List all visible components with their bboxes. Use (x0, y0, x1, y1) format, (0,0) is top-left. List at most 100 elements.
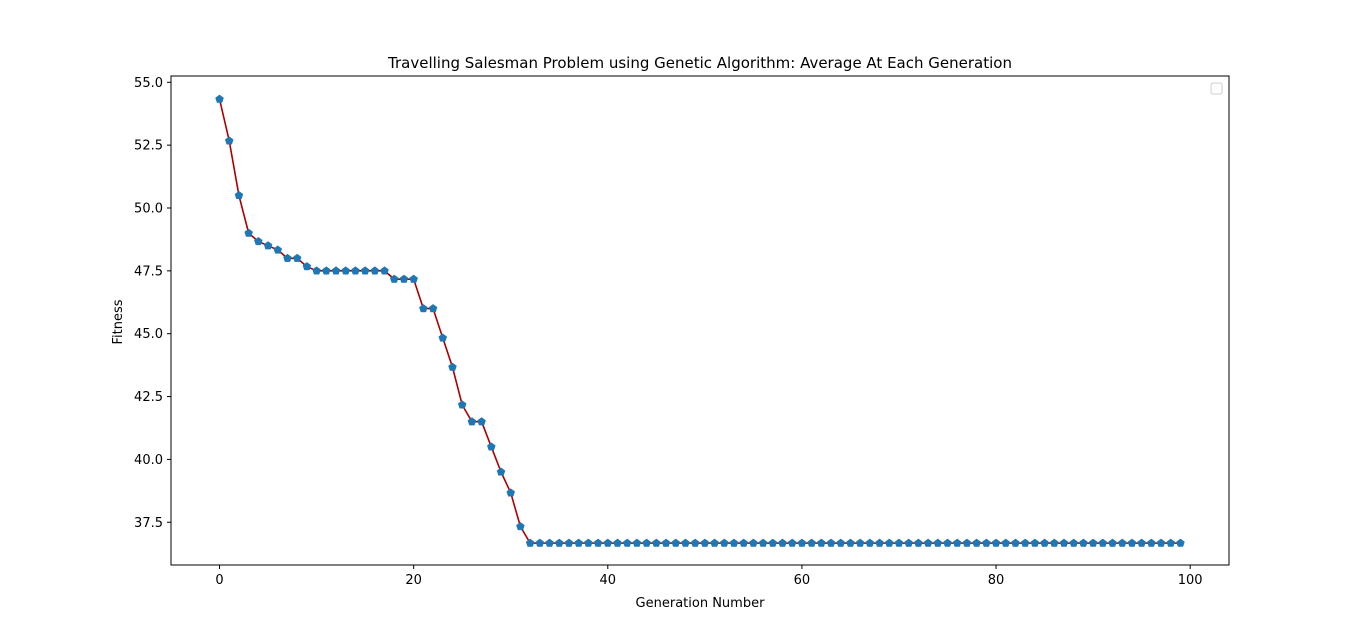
data-point (1108, 538, 1117, 547)
data-point (923, 538, 933, 547)
x-tick-label: 80 (988, 573, 1005, 588)
data-point (409, 274, 418, 283)
data-point (952, 538, 962, 547)
chart-title: Travelling Salesman Problem using Geneti… (387, 54, 1012, 72)
data-point (457, 400, 467, 409)
data-point (661, 538, 671, 547)
x-axis: 0 20 40 60 80 100 (215, 565, 1203, 588)
data-point (1069, 538, 1078, 547)
data-point (292, 253, 302, 262)
y-tick-label: 55.0 (134, 76, 163, 91)
data-point (681, 538, 690, 547)
data-point (273, 245, 283, 254)
data-point (399, 274, 409, 283)
data-point (448, 362, 457, 371)
data-point (380, 266, 389, 275)
y-axis: 37.5 40.0 42.5 45.0 47.5 50.0 52.5 55.0 (134, 76, 171, 531)
data-point (1059, 538, 1069, 547)
data-point (535, 538, 545, 547)
data-point (263, 241, 273, 250)
data-point (428, 304, 438, 313)
data-point (613, 538, 622, 547)
data-point (496, 467, 506, 476)
data-point (283, 253, 292, 262)
data-point (593, 538, 603, 547)
data-point (603, 538, 613, 547)
data-point (642, 538, 651, 547)
data-point (1049, 538, 1059, 547)
data-point (1176, 538, 1185, 547)
data-point (1098, 538, 1108, 547)
data-point (234, 190, 244, 200)
y-tick-label: 50.0 (134, 201, 163, 216)
data-point (545, 538, 554, 547)
data-point (758, 538, 768, 547)
data-point (729, 538, 739, 547)
data-point (1156, 538, 1166, 547)
data-point (1020, 538, 1030, 547)
data-point (749, 538, 758, 547)
data-point (807, 538, 816, 547)
data-point (632, 538, 642, 547)
y-tick-label: 52.5 (134, 139, 163, 154)
data-point (331, 266, 341, 275)
data-point (991, 538, 1001, 547)
y-tick-label: 47.5 (134, 264, 163, 279)
data-point (506, 488, 516, 497)
data-point (865, 538, 875, 547)
data-point (351, 266, 360, 275)
data-point (419, 304, 428, 313)
x-tick-label: 40 (600, 573, 617, 588)
data-point (778, 538, 787, 547)
data-point (739, 538, 748, 547)
data-point (1030, 538, 1040, 547)
data-point (652, 538, 661, 547)
data-point (215, 94, 224, 103)
data-point (817, 538, 826, 547)
data-point (943, 538, 952, 547)
data-point (1079, 538, 1088, 547)
data-point (768, 538, 778, 547)
data-point (389, 274, 399, 283)
data-point (710, 538, 719, 547)
data-point (914, 538, 923, 547)
data-point (438, 333, 448, 342)
data-point (370, 266, 380, 275)
series-line (218, 98, 1181, 544)
data-point (574, 538, 583, 547)
data-point (982, 538, 991, 547)
data-point (846, 538, 855, 547)
x-axis-label: Generation Number (636, 596, 766, 611)
data-point (884, 538, 894, 547)
data-point (933, 538, 943, 547)
data-point (1011, 538, 1020, 547)
data-point (836, 538, 846, 547)
data-point (1088, 538, 1098, 547)
data-point (312, 266, 321, 275)
data-point (584, 538, 593, 547)
data-point (302, 262, 312, 271)
data-point (477, 417, 486, 426)
x-tick-label: 100 (1178, 573, 1203, 588)
plot-area (215, 94, 1185, 547)
data-point (1166, 538, 1176, 547)
data-point (554, 538, 564, 547)
data-point (787, 538, 797, 547)
axes-frame (170, 75, 1230, 566)
data-point (1040, 538, 1049, 547)
x-tick-label: 0 (215, 573, 223, 588)
y-tick-label: 37.5 (134, 516, 163, 531)
data-point (1137, 538, 1146, 547)
data-point (487, 442, 496, 451)
data-point (671, 538, 681, 547)
y-tick-label: 45.0 (134, 327, 163, 342)
data-point (972, 538, 981, 547)
data-point (719, 538, 729, 547)
x-tick-label: 20 (405, 573, 422, 588)
data-point (467, 417, 477, 426)
data-point (360, 266, 370, 275)
data-point (1117, 538, 1127, 547)
data-point (1001, 538, 1011, 547)
